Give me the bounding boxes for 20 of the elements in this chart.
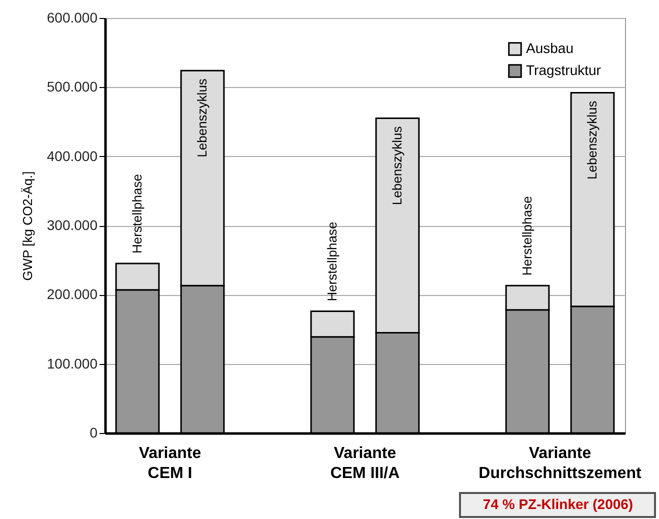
- x-tick-label: Herstellphase: [324, 222, 340, 302]
- x-tick-label: Lebenszyklus: [584, 100, 600, 180]
- text: 74 % PZ-Klinker (2006): [482, 496, 634, 512]
- y-tick-label: 300.000: [46, 217, 98, 233]
- text: Variante CEM I: [138, 445, 202, 482]
- x-tick-label: Herstellphase: [130, 174, 144, 254]
- y-tick-label: 600.000: [46, 10, 98, 26]
- y-tick-label: 0: [90, 424, 98, 440]
- x-tick-label: Lebenszyklus: [194, 78, 210, 158]
- legend-label: Ausbau: [526, 40, 574, 56]
- y-tick-label: 200.000: [46, 286, 98, 302]
- text: Variante CEM III/A: [330, 445, 400, 482]
- x-tick-label: Herstellphase: [520, 196, 534, 276]
- text: Variante Durchschnittszement: [478, 445, 642, 482]
- legend-label: Tragstruktur: [526, 62, 602, 78]
- y-tick-label: 400.000: [46, 148, 98, 164]
- x-tick-label: Lebenszyklus: [390, 126, 404, 206]
- y-tick-label: 500.000: [46, 78, 98, 95]
- y-tick-label: 100.000: [46, 355, 98, 372]
- y-axis-title: GWP [kg CO2-Äq.]: [20, 171, 35, 281]
